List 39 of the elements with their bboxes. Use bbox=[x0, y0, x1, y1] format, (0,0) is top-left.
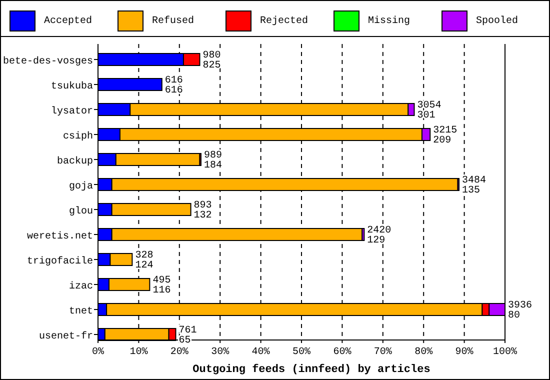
y-tick-label: backup bbox=[56, 156, 93, 168]
legend-label: Accepted bbox=[44, 15, 92, 27]
legend-label: Refused bbox=[152, 15, 194, 27]
y-tick-label: usenet-fr bbox=[38, 330, 93, 342]
x-tick-label: 70% bbox=[374, 347, 392, 358]
x-tick-label: 80% bbox=[414, 347, 433, 358]
y-tick-label: lysator bbox=[50, 106, 93, 118]
annotation: 2420 129 bbox=[367, 226, 392, 246]
annotation: 616 616 bbox=[164, 76, 183, 96]
legend-label: Rejected bbox=[260, 15, 308, 27]
y-tick-label: izac bbox=[68, 280, 93, 292]
x-tick-label: 20% bbox=[170, 347, 188, 358]
annotation: 3054 301 bbox=[417, 100, 442, 122]
x-tick-label: 10% bbox=[130, 347, 148, 358]
legend-label: Spooled bbox=[476, 15, 518, 27]
annotation: 3215 209 bbox=[433, 126, 458, 146]
x-tick-label: 90% bbox=[455, 347, 474, 358]
x-tick-label: 60% bbox=[333, 347, 352, 358]
y-tick-label: goja bbox=[68, 180, 93, 192]
x-tick-label: 100% bbox=[492, 347, 518, 358]
y-tick-label: trigofacile bbox=[26, 256, 93, 268]
annotation: 3484 135 bbox=[462, 176, 486, 196]
y-tick-label: weretis.net bbox=[26, 230, 93, 242]
annotation: 328 124 bbox=[135, 250, 154, 272]
annotation: 893 132 bbox=[194, 200, 212, 222]
x-tick-label: 40% bbox=[252, 347, 270, 358]
annotation: 980 825 bbox=[202, 50, 221, 72]
annotation: 3936 80 bbox=[508, 300, 532, 322]
x-tick-label: 0% bbox=[92, 347, 104, 358]
x-tick-label: 30% bbox=[211, 347, 230, 358]
y-tick-label: glou bbox=[68, 206, 93, 218]
x-tick-label: 50% bbox=[292, 347, 311, 358]
legend-label: Missing bbox=[368, 15, 410, 27]
y-tick-label: csiph bbox=[62, 130, 93, 142]
y-tick-label: tnet bbox=[68, 306, 93, 318]
y-tick-label: tsukuba bbox=[50, 80, 93, 92]
y-tick-label: bete-des-vosges bbox=[2, 56, 93, 68]
x-axis-title: Outgoing feeds (innfeed) by articles bbox=[192, 363, 430, 376]
annotation: 495 116 bbox=[152, 276, 171, 296]
